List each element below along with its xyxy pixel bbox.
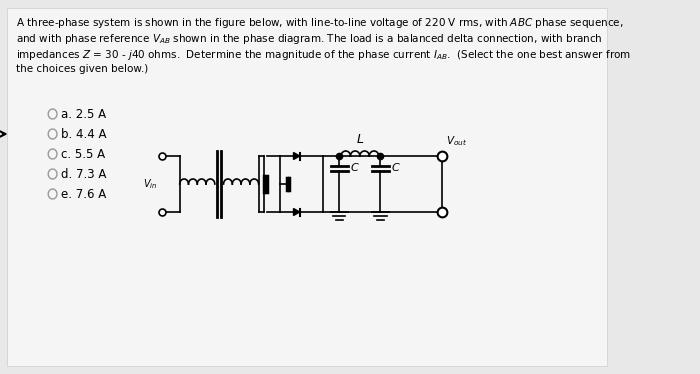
Text: e. 7.6 A: e. 7.6 A <box>62 187 106 200</box>
Text: d. 7.3 A: d. 7.3 A <box>62 168 106 181</box>
Polygon shape <box>293 208 300 215</box>
Text: b. 4.4 A: b. 4.4 A <box>62 128 107 141</box>
Text: $V_{in}$: $V_{in}$ <box>143 177 157 191</box>
Text: L: L <box>356 133 363 146</box>
Text: a. 2.5 A: a. 2.5 A <box>62 107 106 120</box>
Text: and with phase reference $V_{AB}$ shown in the phase diagram. The load is a bala: and with phase reference $V_{AB}$ shown … <box>16 32 603 46</box>
Text: $V_{out}$: $V_{out}$ <box>446 134 468 148</box>
Text: c. 5.5 A: c. 5.5 A <box>62 147 106 160</box>
Text: the choices given below.): the choices given below.) <box>16 64 148 74</box>
Text: impedances $Z$ = 30 - $j$40 ohms.  Determine the magnitude of the phase current : impedances $Z$ = 30 - $j$40 ohms. Determ… <box>16 48 631 62</box>
Text: A three-phase system is shown in the figure below, with line-to-line voltage of : A three-phase system is shown in the fig… <box>16 16 624 30</box>
Text: C: C <box>351 163 358 173</box>
Polygon shape <box>293 153 300 159</box>
Text: C: C <box>392 163 400 173</box>
FancyBboxPatch shape <box>7 8 607 366</box>
